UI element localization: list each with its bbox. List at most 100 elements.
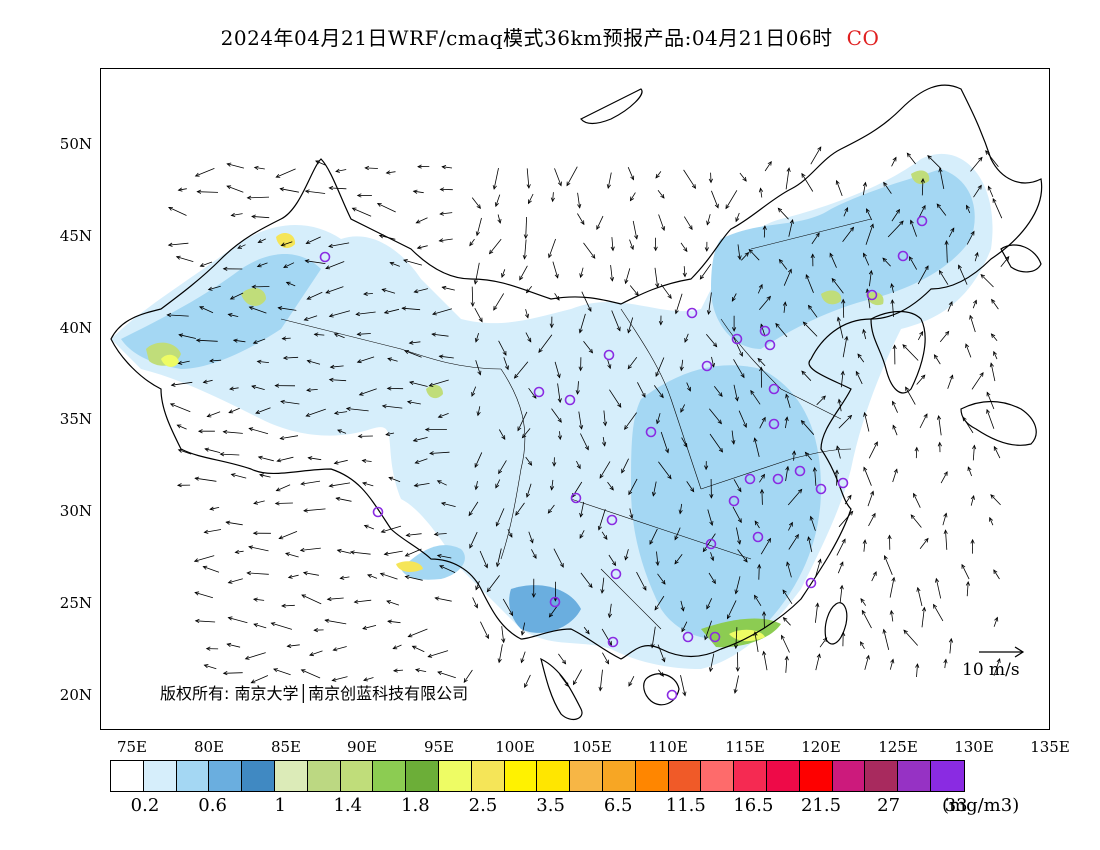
wind-vector — [801, 370, 812, 381]
wind-vector — [921, 607, 925, 628]
wind-vector-head — [624, 279, 629, 285]
wind-vector — [579, 313, 586, 333]
wind-vector — [863, 253, 870, 266]
wind-vector-head — [735, 667, 740, 672]
wind-vector — [329, 482, 351, 487]
wind-vector-head — [279, 435, 285, 441]
wind-vector-head — [387, 619, 392, 624]
wind-vector — [178, 449, 192, 455]
map-panel[interactable] — [100, 68, 1050, 730]
wind-vector-head — [690, 487, 695, 493]
wind-vector-head — [196, 189, 202, 194]
wind-vector-head — [256, 263, 262, 268]
wind-vector-head — [702, 547, 707, 553]
wind-vector-head — [810, 253, 815, 259]
wind-vector — [308, 457, 322, 461]
wind-scale-arrow — [979, 646, 1025, 658]
wind-vector — [917, 331, 924, 341]
wind-vector-head — [710, 556, 715, 562]
wind-vector — [801, 420, 815, 435]
hainan-outline — [643, 673, 680, 706]
wind-vector — [405, 576, 423, 581]
wind-vector — [966, 205, 971, 214]
wind-vector — [783, 269, 792, 286]
wind-vector — [346, 408, 369, 412]
wind-vector — [863, 329, 867, 340]
wind-vector-head — [278, 535, 284, 540]
wind-vector-head — [528, 199, 532, 205]
wind-vector-head — [404, 350, 410, 354]
wind-vector — [413, 437, 428, 442]
wind-vector — [993, 446, 1001, 459]
wind-vector — [657, 644, 665, 662]
wind-vector-head — [471, 391, 476, 397]
wind-vector-head — [194, 172, 200, 177]
wind-vector — [840, 371, 844, 388]
wind-vector-head — [895, 208, 901, 214]
wind-vector — [229, 387, 239, 390]
colorbar-swatch — [701, 761, 735, 791]
wind-vector-head — [300, 669, 306, 674]
wind-vector-head — [905, 386, 910, 392]
wind-vector-head — [363, 677, 368, 682]
wind-vector-head — [550, 197, 555, 203]
wind-vector — [415, 669, 427, 672]
wind-vector-head — [816, 653, 821, 659]
wind-vector — [863, 467, 872, 486]
wind-vector-head — [355, 311, 361, 317]
wind-vector — [528, 387, 537, 399]
colorbar-tick-label: 1 — [274, 795, 286, 816]
wind-vector-head — [577, 203, 582, 209]
wind-vector-head — [821, 395, 826, 401]
wind-scale-label: 10 m/s — [962, 660, 1020, 680]
wind-vector-head — [526, 184, 531, 189]
lon-label-120e: 120E — [801, 738, 841, 756]
colorbar-tick-label: 21.5 — [800, 795, 842, 816]
wind-vector — [711, 356, 715, 367]
wind-vector — [286, 281, 296, 287]
lon-label-130e: 130E — [954, 738, 994, 756]
wind-vector — [282, 337, 291, 340]
wind-vector-head — [477, 370, 482, 376]
wind-vector — [387, 620, 401, 624]
wind-vector-head — [363, 291, 368, 296]
wind-vector — [337, 549, 351, 554]
wind-vector — [437, 555, 452, 559]
wind-vector-head — [848, 510, 854, 516]
wind-vector-head — [862, 539, 867, 545]
wind-vector-head — [920, 177, 925, 183]
wind-vector-head — [580, 220, 585, 226]
wind-vector — [227, 163, 244, 169]
wind-vector-head — [708, 667, 714, 673]
wind-vector — [414, 288, 428, 293]
wind-vector — [855, 371, 863, 385]
monitoring-site-marker — [744, 473, 756, 485]
wind-vector — [785, 417, 788, 429]
wind-vector-head — [177, 360, 183, 365]
wind-vector — [867, 491, 874, 507]
wind-vector — [891, 299, 894, 317]
wind-vector — [367, 574, 378, 579]
monitoring-site-marker — [645, 426, 657, 438]
wind-vector — [725, 190, 738, 209]
wind-vector — [307, 360, 321, 365]
wind-vector-head — [943, 529, 948, 535]
wind-vector-head — [699, 274, 704, 280]
wind-vector — [778, 208, 789, 220]
wind-vector-head — [610, 246, 615, 252]
wind-vector-head — [903, 629, 908, 635]
wind-vector — [839, 585, 843, 603]
wind-vector-head — [775, 322, 780, 328]
lon-label-105e: 105E — [572, 738, 612, 756]
wind-vector — [279, 531, 298, 539]
wind-vector — [732, 506, 742, 523]
wind-vector-head — [248, 427, 254, 432]
wind-vector-head — [804, 451, 810, 457]
wind-vector-head — [378, 234, 384, 239]
wind-vector — [596, 215, 604, 230]
wind-vector-head — [603, 535, 608, 540]
wind-vector-head — [938, 269, 944, 275]
wind-vector-head — [791, 450, 797, 455]
wind-vector — [805, 452, 813, 461]
wind-vector — [992, 198, 1003, 219]
